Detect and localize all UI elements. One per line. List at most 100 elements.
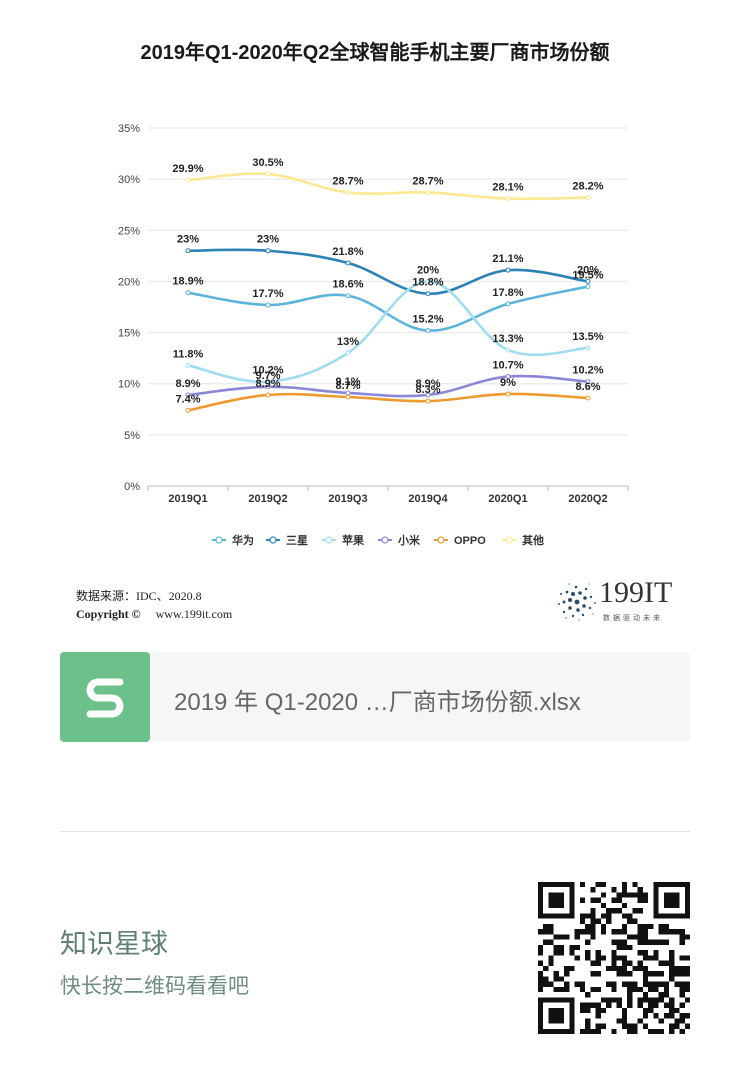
qr-module	[600, 929, 607, 935]
qr-module	[616, 939, 622, 945]
file-attachment-card[interactable]: S 2019 年 Q1-2020 …厂商市场份额.xlsx	[60, 652, 690, 742]
qr-module	[637, 986, 643, 993]
data-point	[265, 379, 271, 385]
qr-module	[653, 1013, 659, 1019]
data-label: 13%	[337, 336, 359, 348]
qr-module	[600, 1023, 607, 1029]
qr-module	[642, 955, 649, 961]
data-point	[585, 345, 591, 351]
qr-module	[632, 882, 638, 888]
qr-module	[585, 913, 591, 919]
data-point	[585, 379, 591, 385]
qr-module	[679, 992, 685, 998]
qr-module	[590, 929, 596, 935]
chart-legend: 华为 三星 苹果 小米 OPPO 其他	[212, 533, 544, 547]
qr-module	[585, 1023, 591, 1029]
qr-module	[642, 1023, 649, 1029]
qr-module	[590, 913, 596, 919]
data-label: 28.7%	[332, 175, 363, 187]
qr-module	[595, 1023, 601, 1029]
qr-module	[616, 971, 622, 977]
qr-module	[621, 939, 628, 945]
qr-module	[674, 892, 680, 898]
data-point	[345, 293, 351, 299]
qr-module	[558, 892, 565, 898]
qr-module	[648, 923, 654, 930]
data-point	[185, 392, 191, 398]
qr-module	[658, 992, 664, 998]
qr-module	[627, 981, 633, 987]
qr-module	[611, 986, 617, 993]
qr-module	[658, 882, 664, 888]
qr-module	[632, 965, 638, 972]
qr-module	[543, 929, 549, 935]
qr-module	[611, 939, 617, 945]
qr-module	[669, 965, 675, 972]
qr-module	[674, 902, 680, 909]
qr-module	[569, 965, 575, 972]
legend-item[interactable]: 其他	[502, 533, 544, 547]
data-label: 30.5%	[252, 157, 283, 169]
qr-module	[558, 976, 565, 982]
legend-item[interactable]: 华为	[212, 533, 254, 547]
qr-module	[543, 965, 549, 972]
data-label: 9.1%	[335, 376, 360, 388]
qr-module	[558, 1028, 565, 1034]
qr-module	[658, 1028, 664, 1034]
data-point	[185, 290, 191, 296]
qr-module	[658, 929, 664, 935]
qr-module	[632, 1023, 638, 1029]
qr-module	[590, 1028, 596, 1034]
qr-module	[569, 902, 575, 909]
data-label: 20%	[417, 264, 439, 276]
legend-label: OPPO	[454, 535, 486, 547]
qr-module	[606, 981, 612, 987]
data-label: 23%	[257, 234, 279, 246]
data-point	[505, 347, 511, 353]
qr-module	[663, 981, 670, 987]
qr-module	[669, 1007, 675, 1014]
qr-module	[548, 897, 554, 903]
qr-code-icon[interactable]	[538, 882, 690, 1034]
data-label: 17.8%	[492, 287, 523, 299]
copyright-site[interactable]: www.199it.com	[155, 607, 233, 621]
qr-module	[548, 892, 554, 898]
chart-data-labels: 18.9% 17.7% 18.6% 15.2% 17.8% 19.5% 23% 23% 21.8…	[172, 157, 603, 405]
data-label: 18.9%	[172, 276, 203, 288]
legend-item[interactable]: 三星	[266, 534, 308, 547]
qr-module	[679, 1013, 685, 1019]
qr-module	[538, 892, 544, 898]
data-label: 8.9%	[255, 378, 280, 390]
qr-module	[653, 902, 659, 909]
qr-module	[595, 955, 601, 961]
qr-module	[553, 1028, 559, 1034]
file-name[interactable]: 2019 年 Q1-2020 …厂商市场份额.xlsx	[174, 689, 581, 716]
qr-module	[653, 913, 659, 919]
qr-module	[585, 923, 591, 930]
legend-item[interactable]: 小米	[378, 533, 421, 547]
qr-module	[564, 882, 570, 888]
qr-module	[579, 913, 586, 919]
data-point	[425, 278, 431, 284]
qr-module	[627, 1002, 633, 1008]
qr-module	[674, 981, 680, 987]
qr-module	[642, 950, 649, 956]
legend-item[interactable]: 苹果	[322, 533, 364, 547]
qr-module	[569, 1023, 575, 1029]
chart-title: 2019年Q1-2020年Q2全球智能手机主要厂商市场份额	[140, 42, 610, 64]
qr-module	[627, 971, 633, 977]
qr-module	[642, 997, 649, 1003]
qr-module	[658, 981, 664, 987]
y-tick-label: 25%	[118, 225, 140, 237]
qr-module	[564, 981, 570, 987]
qr-module	[590, 1002, 596, 1008]
legend-item[interactable]: OPPO	[434, 535, 486, 547]
divider	[60, 831, 690, 832]
qr-module	[674, 929, 680, 935]
qr-module	[621, 1013, 628, 1019]
qr-module	[548, 913, 554, 919]
qr-module	[653, 892, 659, 898]
qr-module	[642, 971, 649, 977]
qr-module	[590, 971, 596, 977]
qr-module	[621, 892, 628, 898]
